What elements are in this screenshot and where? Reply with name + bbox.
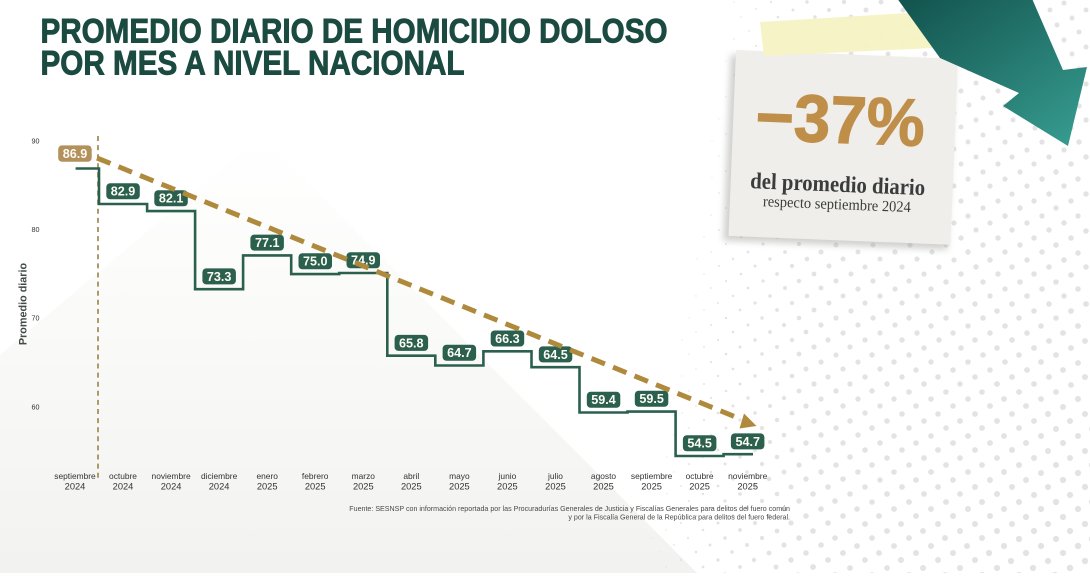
svg-text:octubre: octubre [109, 471, 137, 481]
svg-text:86.9: 86.9 [63, 147, 88, 161]
svg-text:2024: 2024 [113, 482, 134, 492]
svg-text:octubre: octubre [686, 471, 714, 481]
svg-text:Promedio diario: Promedio diario [18, 263, 30, 346]
svg-text:82.9: 82.9 [111, 185, 136, 199]
svg-text:75.0: 75.0 [303, 255, 328, 269]
svg-text:agosto: agosto [591, 471, 616, 481]
svg-text:noviembre: noviembre [152, 471, 191, 481]
svg-text:2025: 2025 [545, 482, 566, 492]
svg-text:77.1: 77.1 [255, 236, 280, 250]
svg-text:2025: 2025 [689, 482, 710, 492]
svg-text:2024: 2024 [209, 482, 230, 492]
svg-text:73.3: 73.3 [207, 270, 232, 284]
svg-text:2025: 2025 [737, 482, 758, 492]
svg-text:2025: 2025 [305, 482, 326, 492]
svg-text:2024: 2024 [65, 482, 86, 492]
svg-text:65.8: 65.8 [399, 336, 424, 350]
svg-text:febrero: febrero [302, 471, 329, 481]
svg-text:66.3: 66.3 [495, 332, 520, 346]
svg-text:64.5: 64.5 [543, 348, 568, 362]
svg-text:59.5: 59.5 [639, 392, 664, 406]
svg-text:54.7: 54.7 [735, 435, 760, 449]
svg-text:julio: julio [547, 471, 563, 481]
svg-text:60: 60 [32, 403, 40, 412]
svg-text:2025: 2025 [257, 482, 278, 492]
svg-text:septiembre: septiembre [631, 471, 673, 481]
svg-text:82.1: 82.1 [159, 192, 184, 206]
svg-text:70: 70 [32, 314, 40, 323]
svg-text:2025: 2025 [641, 482, 662, 492]
svg-text:2025: 2025 [401, 482, 422, 492]
svg-text:diciembre: diciembre [201, 471, 238, 481]
svg-text:2025: 2025 [593, 482, 614, 492]
svg-text:64.7: 64.7 [447, 346, 472, 360]
svg-text:90: 90 [32, 136, 40, 145]
svg-text:enero: enero [256, 471, 278, 481]
svg-text:junio: junio [498, 471, 517, 481]
svg-text:80: 80 [32, 225, 40, 234]
svg-text:noviembre: noviembre [728, 471, 767, 481]
svg-text:septiembre: septiembre [54, 471, 96, 481]
svg-text:54.5: 54.5 [687, 437, 712, 451]
svg-text:2025: 2025 [449, 482, 470, 492]
svg-text:−37%: −37% [754, 79, 926, 161]
svg-text:2024: 2024 [161, 482, 182, 492]
svg-text:59.4: 59.4 [591, 393, 616, 407]
svg-text:2025: 2025 [497, 482, 518, 492]
svg-text:abril: abril [403, 471, 419, 481]
svg-text:mayo: mayo [449, 471, 470, 481]
svg-text:marzo: marzo [352, 471, 376, 481]
svg-text:2025: 2025 [353, 482, 374, 492]
